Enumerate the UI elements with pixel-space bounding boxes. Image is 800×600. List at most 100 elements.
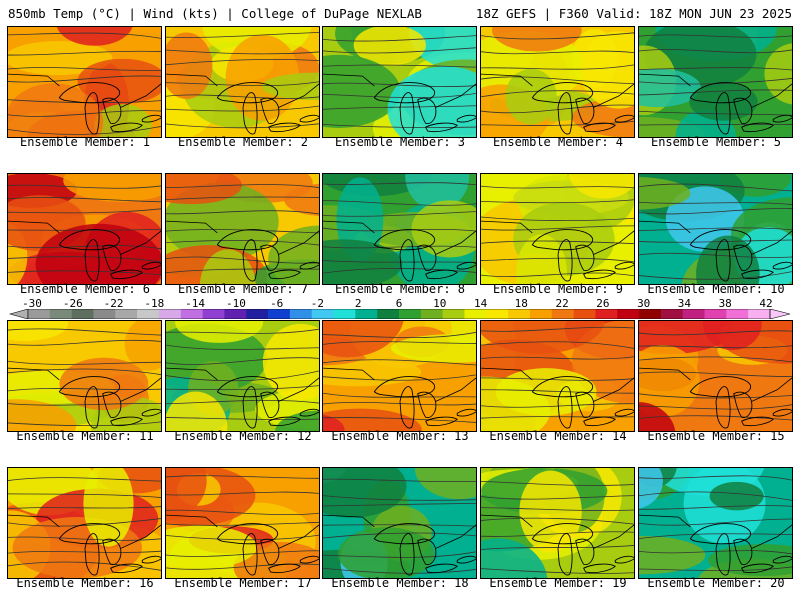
great-lakes-outline — [689, 376, 752, 398]
temperature-region — [261, 72, 319, 101]
scale-color-step — [748, 309, 771, 319]
temperature-map — [323, 174, 476, 284]
great-lakes-outline — [399, 533, 415, 576]
isobar-contour — [639, 227, 792, 231]
isobar-contour — [8, 536, 161, 541]
scale-color-step — [704, 309, 727, 319]
temperature-map — [323, 321, 476, 431]
scale-color-step — [49, 309, 72, 319]
temperature-region — [387, 66, 476, 137]
ensemble-member-caption: Ensemble Member: 17 — [174, 576, 312, 590]
temperature-map — [166, 321, 319, 431]
great-lakes-outline — [399, 239, 415, 282]
isobar-contour — [639, 404, 792, 410]
isobar-contour — [166, 256, 319, 264]
isobar-contour — [166, 491, 319, 496]
scale-tick-label: -2 — [310, 297, 325, 310]
temperature-region — [709, 481, 764, 511]
great-lakes-outline — [614, 408, 634, 417]
scale-color-step — [28, 309, 51, 319]
isobar-contour — [481, 356, 634, 360]
temperature-map — [481, 321, 634, 431]
isobar-contour — [481, 341, 634, 349]
great-lakes-outline — [268, 269, 301, 280]
isobar-contour — [8, 328, 161, 336]
scale-tick-label: 10 — [433, 297, 447, 310]
ensemble-map-panel — [638, 173, 793, 285]
temperature-region — [391, 334, 476, 363]
temperature-region — [284, 183, 319, 216]
scale-tick-label: -26 — [62, 297, 83, 310]
isobar-contour — [481, 272, 634, 277]
isobar-contour — [481, 50, 634, 55]
temperature-region — [516, 234, 567, 284]
isobar-contour — [166, 240, 319, 246]
ensemble-member-caption: Ensemble Member: 11 — [16, 429, 154, 443]
temperature-map — [166, 174, 319, 284]
scale-color-step — [158, 309, 182, 319]
temperature-region — [83, 468, 134, 547]
ensemble-member-caption: Ensemble Member: 3 — [334, 135, 466, 149]
isobar-contour — [323, 35, 476, 42]
scale-color-step — [71, 309, 94, 319]
great-lakes-outline — [557, 533, 573, 576]
scale-tick-label: -22 — [103, 297, 124, 310]
isobar-contour — [323, 478, 476, 483]
temperature-region — [225, 34, 300, 121]
state-border — [166, 514, 319, 549]
isobar-contour — [481, 544, 634, 550]
isobar-contour — [481, 104, 634, 114]
isobar-contour — [481, 495, 634, 500]
scale-color-step — [464, 309, 487, 319]
temperature-map — [639, 174, 792, 284]
great-lakes-outline — [58, 82, 121, 104]
great-lakes-outline — [575, 538, 595, 565]
temperature-region — [639, 402, 676, 431]
scale-tick-label: -30 — [22, 297, 42, 310]
isobar-contour — [323, 259, 476, 263]
great-lakes-outline — [268, 122, 301, 133]
isobar-contour — [481, 517, 634, 525]
temperature-region — [8, 321, 69, 341]
great-lakes-outline — [242, 533, 258, 576]
isobar-contour — [166, 385, 319, 391]
great-lakes-outline — [575, 244, 595, 271]
temperature-region — [166, 468, 207, 521]
ensemble-member-caption: Ensemble Member: 4 — [492, 135, 624, 149]
temperature-region — [414, 468, 476, 500]
scale-color-step — [617, 309, 640, 319]
scale-over-arrow — [769, 309, 791, 319]
ensemble-map-panel — [638, 320, 793, 432]
isobar-contour — [481, 216, 634, 222]
isobar-contour — [323, 567, 476, 574]
isobar-contour — [8, 125, 161, 135]
model-valid-time: 18Z GEFS | F360 Valid: 18Z MON JUN 23 20… — [475, 6, 792, 21]
scale-color-step — [682, 309, 705, 319]
ensemble-member-caption: Ensemble Member: 5 — [650, 135, 782, 149]
state-border — [481, 220, 634, 255]
great-lakes-outline — [557, 386, 573, 429]
isobar-contour — [8, 339, 161, 346]
scale-color-step — [660, 309, 683, 319]
great-lakes-outline — [741, 269, 774, 280]
ensemble-member-caption: Ensemble Member: 13 — [331, 429, 469, 443]
temperature-region — [323, 321, 404, 358]
great-lakes-outline — [242, 239, 258, 282]
isobar-contour — [481, 531, 634, 537]
isobar-contour — [323, 82, 476, 87]
temperature-map — [639, 468, 792, 578]
scale-color-step — [311, 309, 334, 319]
isobar-contour — [8, 477, 161, 482]
ensemble-member-caption: Ensemble Member: 16 — [16, 576, 154, 590]
great-lakes-outline — [741, 122, 774, 133]
temperature-map — [323, 468, 476, 578]
scale-color-step — [202, 309, 225, 319]
scale-color-step — [639, 309, 662, 319]
ensemble-member-caption: Ensemble Member: 9 — [492, 282, 624, 296]
temperature-map — [639, 321, 792, 431]
great-lakes-outline — [583, 563, 616, 574]
state-border — [8, 220, 161, 255]
great-lakes-outline — [141, 114, 161, 123]
isobar-contour — [8, 493, 161, 498]
isobar-contour — [166, 229, 319, 234]
